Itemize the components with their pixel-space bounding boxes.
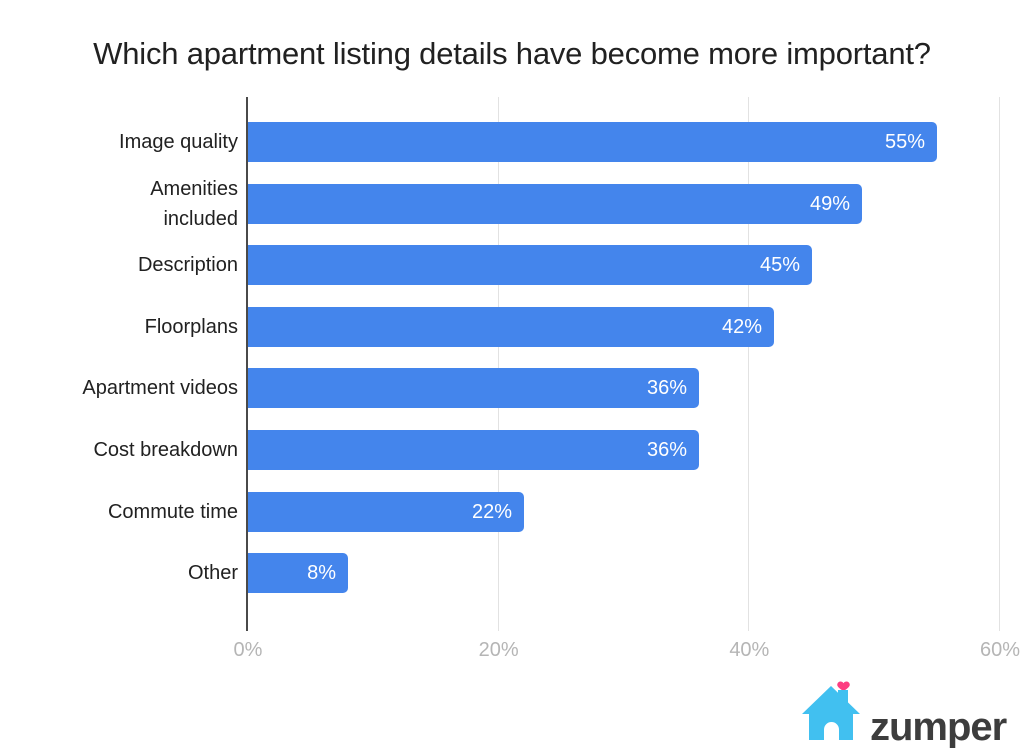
- bar-row: Amenities included 49%: [0, 178, 1024, 230]
- x-tick-label: 40%: [729, 639, 770, 661]
- bar: 42%: [248, 307, 774, 347]
- bar-value-label: 8%: [307, 561, 336, 584]
- bar-value-label: 55%: [884, 130, 925, 153]
- bar-row: Apartment videos 36%: [0, 368, 1024, 408]
- zumper-logo: zumper: [800, 678, 1007, 748]
- gridline: [999, 97, 1000, 631]
- category-label: Floorplans: [144, 316, 238, 338]
- bar-row: Other 8%: [0, 553, 1024, 593]
- x-tick-label: 0%: [233, 639, 263, 661]
- bar: 22%: [248, 492, 524, 532]
- bar: 49%: [248, 184, 862, 224]
- bar: 45%: [248, 245, 812, 285]
- bar-value-label: 36%: [646, 438, 687, 461]
- category-label: Other: [187, 562, 238, 584]
- category-label: Apartment videos: [82, 377, 238, 399]
- x-tick-label: 60%: [979, 639, 1021, 661]
- bar: 36%: [248, 368, 699, 408]
- x-tick-label: 20%: [478, 639, 519, 661]
- category-label: Commute time: [107, 501, 238, 523]
- category-label: Description: [137, 254, 238, 276]
- bar-row: Commute time 22%: [0, 492, 1024, 532]
- bar-value-label: 22%: [471, 500, 512, 523]
- bar-row: Floorplans 42%: [0, 307, 1024, 347]
- bar: 8%: [248, 553, 348, 593]
- category-label: Image quality: [119, 131, 238, 153]
- gridline: [748, 97, 750, 631]
- zumper-house-icon: [800, 678, 864, 748]
- chart-title: Which apartment listing details have bec…: [93, 36, 931, 71]
- bar-value-label: 42%: [721, 315, 762, 338]
- bar: 36%: [248, 430, 699, 470]
- category-label: Amenities included: [150, 178, 238, 230]
- category-label: Cost breakdown: [93, 439, 238, 461]
- bar-row: Cost breakdown 36%: [0, 430, 1024, 470]
- zumper-logo-text: zumper: [870, 705, 1007, 748]
- gridline: [497, 97, 499, 631]
- bar-value-label: 45%: [759, 253, 800, 276]
- bar-value-label: 49%: [809, 192, 850, 215]
- bar: 55%: [248, 122, 937, 162]
- y-axis-line: [246, 97, 248, 631]
- bar-value-label: 36%: [646, 376, 687, 399]
- bar-row: Description 45%: [0, 245, 1024, 285]
- bar-row: Image quality 55%: [0, 122, 1024, 162]
